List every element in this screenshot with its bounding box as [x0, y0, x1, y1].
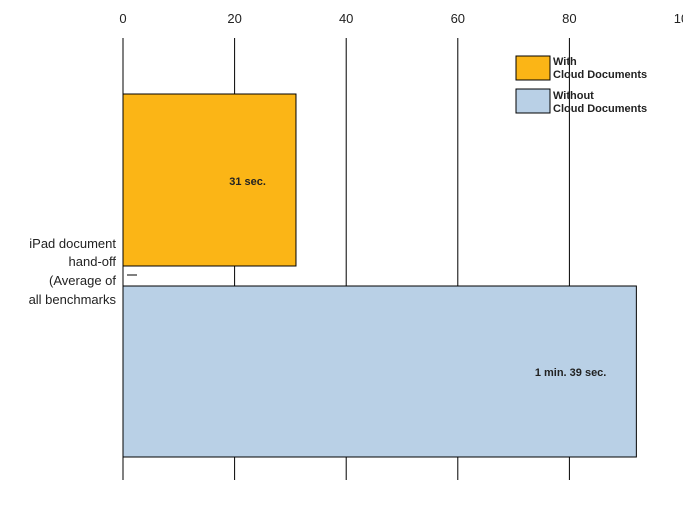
x-tick-label: 0 — [119, 11, 126, 26]
category-label-line-4: all benchmarks — [29, 292, 117, 307]
bar-value-label: 1 min. 39 sec. — [535, 367, 607, 379]
legend-label-without-line-2: Cloud Documents — [553, 103, 647, 115]
legend-label-without-line-1: Without — [553, 90, 594, 102]
legend-swatch-without — [515, 88, 551, 114]
bars: 31 sec. 1 min. 39 sec. — [122, 93, 637, 458]
legend-label-with-line-2: Cloud Documents — [553, 69, 647, 81]
x-tick-label: 60 — [451, 11, 465, 26]
bar — [122, 93, 297, 267]
category-label-line-1: iPad document — [29, 236, 116, 251]
x-tick-label: 40 — [339, 11, 353, 26]
x-tick-label: 80 — [562, 11, 576, 26]
legend: With Cloud Documents Without Cloud Docum… — [515, 55, 647, 115]
bar — [122, 285, 637, 458]
x-axis-ticks: 0 20 40 60 80 10 — [119, 11, 683, 26]
category-label-line-3: (Average of — [49, 273, 116, 288]
bar-value-label: 31 sec. — [229, 176, 266, 188]
x-tick-label: 20 — [227, 11, 241, 26]
x-tick-label: 10 — [674, 11, 683, 26]
category-label-line-2: hand-off — [69, 254, 117, 269]
legend-label-with-line-1: With — [553, 56, 577, 68]
legend-swatch-with — [515, 55, 551, 81]
category-label: iPad document hand-off (Average of all b… — [29, 236, 117, 307]
